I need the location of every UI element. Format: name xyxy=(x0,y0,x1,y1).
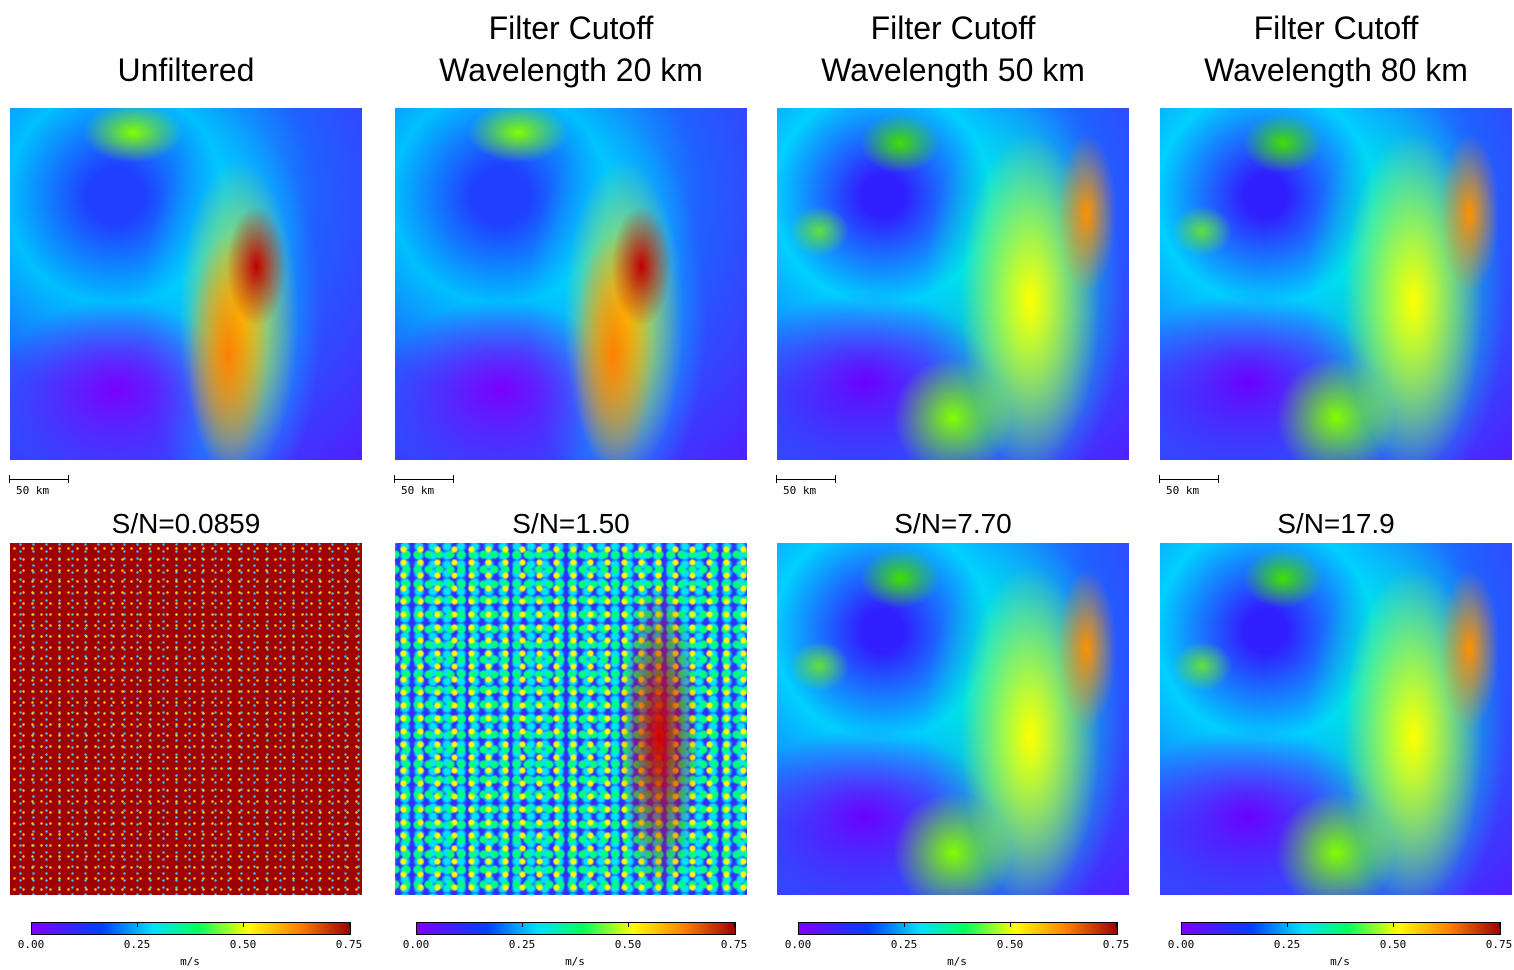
colorbar-tick-label: 0.75 xyxy=(720,938,748,951)
colorbar-tick-label: 0.75 xyxy=(1485,938,1513,951)
scale-bar-label: 50 km xyxy=(16,484,49,497)
colorbar-tick-label: 0.50 xyxy=(614,938,642,951)
colorbar-tick xyxy=(137,923,138,927)
colorbar xyxy=(31,922,351,935)
colorbar-tick-label: 0.50 xyxy=(229,938,257,951)
scale-bar xyxy=(9,475,69,483)
noisy-velocity-map xyxy=(395,543,747,895)
colorbar-tick xyxy=(1181,923,1182,927)
colorbar-tick xyxy=(31,923,32,927)
signal-to-noise: S/N=7.70 xyxy=(777,508,1129,540)
colorbar xyxy=(416,922,736,935)
signal-to-noise: S/N=0.0859 xyxy=(10,508,362,540)
colorbar-tick xyxy=(243,923,244,927)
colorbar-tick-label: 0.50 xyxy=(1379,938,1407,951)
colorbar-tick xyxy=(798,923,799,927)
colorbar-tick-label: 0.50 xyxy=(996,938,1024,951)
colorbar-unit: m/s xyxy=(1320,955,1360,968)
colorbar xyxy=(798,922,1118,935)
colorbar-tick xyxy=(349,923,350,927)
panel-title: Filter Cutoff xyxy=(763,7,1143,49)
velocity-map xyxy=(777,108,1129,460)
signal-to-noise: S/N=1.50 xyxy=(395,508,747,540)
colorbar-tick-label: 0.00 xyxy=(784,938,812,951)
noisy-velocity-map xyxy=(1160,543,1512,895)
colorbar-tick-label: 0.25 xyxy=(123,938,151,951)
colorbar-tick-label: 0.25 xyxy=(1273,938,1301,951)
panel-title: Filter Cutoff xyxy=(1146,7,1514,49)
signal-to-noise: S/N=17.9 xyxy=(1160,508,1512,540)
colorbar-tick-label: 0.75 xyxy=(335,938,363,951)
colorbar-tick xyxy=(1393,923,1394,927)
figure: Unfiltered 50 km S/N=0.0859 0.00 0.25 0.50 0.7… xyxy=(0,0,1514,970)
panel-title: Filter Cutoff xyxy=(381,7,761,49)
colorbar-tick-label: 0.25 xyxy=(890,938,918,951)
velocity-map xyxy=(395,108,747,460)
panel-title: Wavelength 80 km xyxy=(1146,49,1514,91)
scale-bar xyxy=(776,475,836,483)
noisy-velocity-map xyxy=(10,543,362,895)
scale-bar xyxy=(394,475,454,483)
colorbar-tick xyxy=(1287,923,1288,927)
panel-title: Wavelength 50 km xyxy=(763,49,1143,91)
noisy-velocity-map xyxy=(777,543,1129,895)
colorbar-tick xyxy=(1499,923,1500,927)
colorbar-unit: m/s xyxy=(937,955,977,968)
scale-bar-label: 50 km xyxy=(783,484,816,497)
colorbar xyxy=(1181,922,1501,935)
colorbar-tick-label: 0.25 xyxy=(508,938,536,951)
velocity-map xyxy=(10,108,362,460)
scale-bar-label: 50 km xyxy=(1166,484,1199,497)
scale-bar-label: 50 km xyxy=(401,484,434,497)
colorbar-tick-label: 0.00 xyxy=(1167,938,1195,951)
velocity-map xyxy=(1160,108,1512,460)
panel-title: Unfiltered xyxy=(0,49,376,91)
colorbar-tick xyxy=(1010,923,1011,927)
colorbar-tick-label: 0.75 xyxy=(1102,938,1130,951)
scale-bar xyxy=(1159,475,1219,483)
panel-title: Wavelength 20 km xyxy=(381,49,761,91)
colorbar-tick xyxy=(734,923,735,927)
colorbar-tick xyxy=(628,923,629,927)
colorbar-tick xyxy=(1116,923,1117,927)
colorbar-tick xyxy=(416,923,417,927)
colorbar-tick xyxy=(522,923,523,927)
colorbar-unit: m/s xyxy=(555,955,595,968)
colorbar-tick-label: 0.00 xyxy=(17,938,45,951)
colorbar-tick xyxy=(904,923,905,927)
colorbar-tick-label: 0.00 xyxy=(402,938,430,951)
colorbar-unit: m/s xyxy=(170,955,210,968)
